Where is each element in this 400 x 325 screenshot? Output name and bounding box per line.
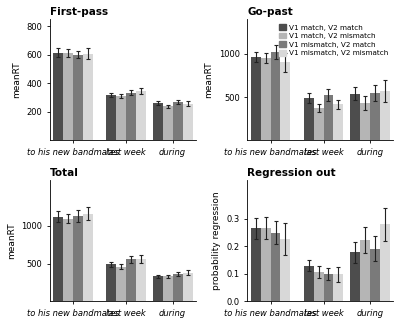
Bar xyxy=(136,259,146,301)
Bar xyxy=(270,52,280,140)
Bar xyxy=(116,266,126,301)
Bar xyxy=(280,239,290,301)
Bar xyxy=(126,93,136,140)
Bar xyxy=(380,224,390,301)
Bar xyxy=(370,249,380,301)
Bar xyxy=(251,228,261,301)
Bar xyxy=(350,253,360,301)
Y-axis label: probability regression: probability regression xyxy=(212,191,221,290)
Bar xyxy=(314,108,324,140)
Bar xyxy=(83,54,93,140)
Y-axis label: meanRT: meanRT xyxy=(204,61,213,98)
Bar xyxy=(54,216,63,301)
Y-axis label: meanRT: meanRT xyxy=(12,61,21,98)
Text: Regression out: Regression out xyxy=(247,168,336,178)
Text: Total: Total xyxy=(50,168,79,178)
Bar xyxy=(280,62,290,140)
Bar xyxy=(182,273,192,301)
Bar xyxy=(360,103,370,140)
Bar xyxy=(304,266,314,301)
Bar xyxy=(324,95,334,140)
Bar xyxy=(261,58,270,140)
Bar xyxy=(314,272,324,301)
Bar xyxy=(153,103,163,140)
Bar xyxy=(360,240,370,301)
Bar xyxy=(106,264,116,301)
Bar xyxy=(116,97,126,140)
Y-axis label: meanRT: meanRT xyxy=(7,223,16,259)
Bar xyxy=(370,93,380,140)
Bar xyxy=(73,216,83,301)
Bar xyxy=(173,274,182,301)
Bar xyxy=(106,95,116,140)
Bar xyxy=(83,214,93,301)
Bar xyxy=(63,53,73,140)
Bar xyxy=(350,94,360,140)
Text: First-pass: First-pass xyxy=(50,7,108,17)
Bar xyxy=(334,104,343,140)
Bar xyxy=(153,277,163,301)
Bar xyxy=(251,57,261,140)
Bar xyxy=(136,91,146,140)
Bar xyxy=(334,274,343,301)
Bar xyxy=(163,106,173,140)
Legend: V1 match, V2 match, V1 match, V2 mismatch, V1 mismatch, V2 match, V1 mismatch, V: V1 match, V2 match, V1 match, V2 mismatc… xyxy=(277,23,390,58)
Text: Go-past: Go-past xyxy=(247,7,293,17)
Bar xyxy=(63,219,73,301)
Bar xyxy=(304,98,314,140)
Bar xyxy=(261,227,270,301)
Bar xyxy=(270,233,280,301)
Bar xyxy=(163,277,173,301)
Bar xyxy=(54,53,63,140)
Bar xyxy=(173,102,182,140)
Bar xyxy=(380,91,390,140)
Bar xyxy=(324,274,334,301)
Bar xyxy=(73,55,83,140)
Bar xyxy=(182,104,192,140)
Bar xyxy=(126,259,136,301)
